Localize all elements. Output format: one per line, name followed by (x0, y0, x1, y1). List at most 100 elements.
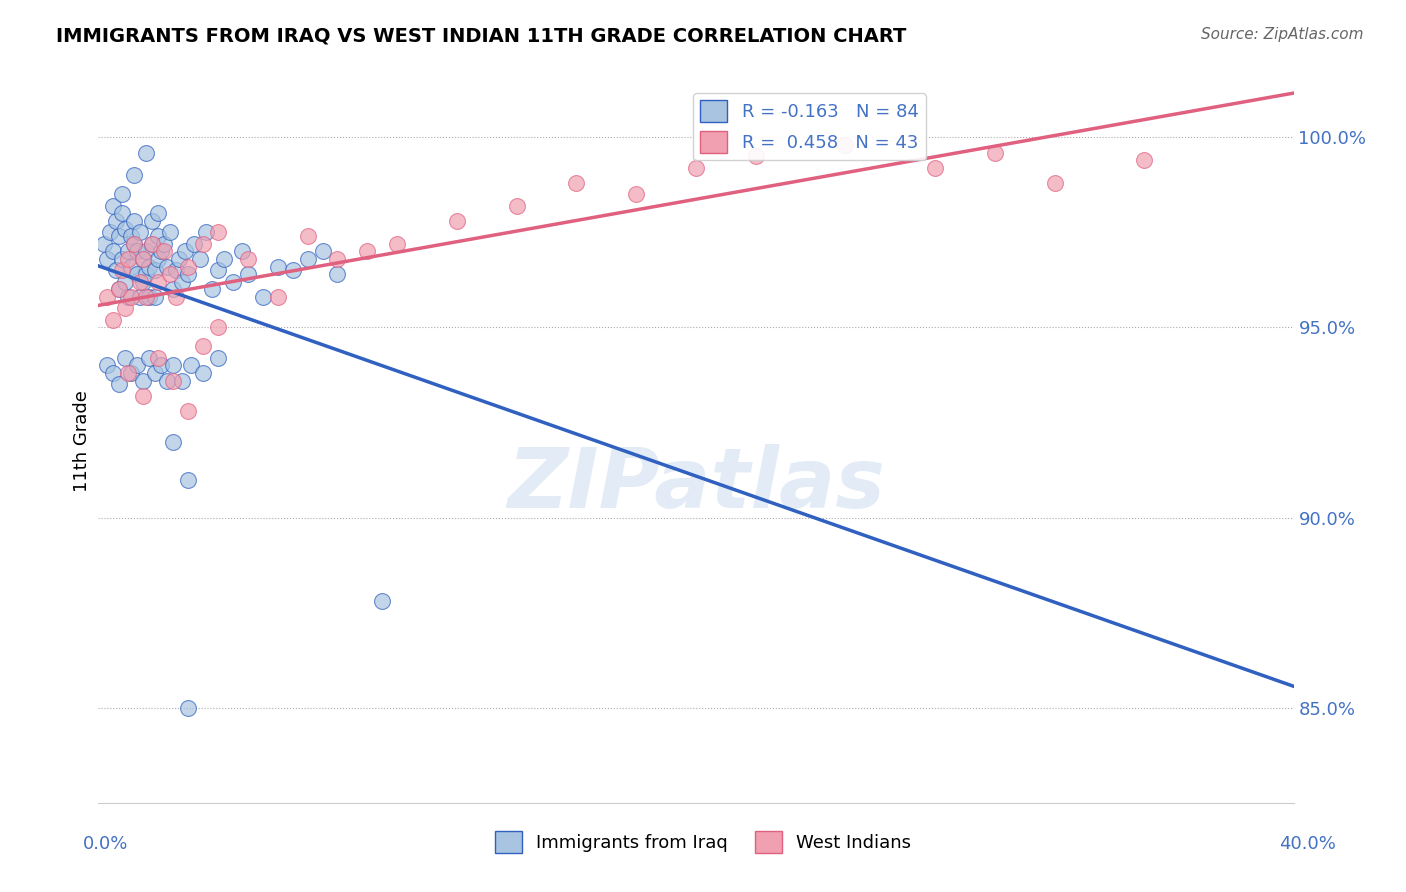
Point (159, 267, 181, 281)
Point (93, 236, 115, 251)
Point (141, 214, 163, 228)
Point (124, 236, 146, 251)
Point (212, 252, 235, 266)
Point (143, 290, 166, 304)
Point (685, 161, 707, 175)
Point (153, 244, 176, 259)
Point (111, 187, 134, 202)
Point (297, 229, 319, 244)
Point (385, 236, 409, 251)
Point (297, 252, 319, 266)
Text: Source: ZipAtlas.com: Source: ZipAtlas.com (1201, 27, 1364, 42)
Point (267, 260, 290, 274)
Point (207, 351, 229, 365)
Point (124, 214, 146, 228)
Point (172, 275, 194, 289)
Point (111, 252, 134, 266)
Point (267, 290, 290, 304)
Point (156, 374, 179, 388)
Point (138, 290, 160, 304)
Point (311, 244, 333, 259)
Point (207, 263, 229, 277)
Point (207, 226, 229, 240)
Point (108, 282, 131, 296)
Point (177, 473, 200, 487)
Point (162, 434, 184, 449)
Point (834, 137, 856, 152)
Point (96, 359, 118, 373)
Point (356, 244, 378, 259)
Point (1133, 153, 1156, 168)
Point (326, 267, 349, 281)
Point (103, 313, 125, 327)
Point (117, 366, 139, 380)
Point (162, 359, 184, 373)
Point (191, 236, 214, 251)
Point (150, 244, 173, 259)
Point (326, 252, 349, 266)
Point (162, 282, 184, 296)
Point (111, 263, 134, 277)
Point (111, 206, 134, 220)
Point (236, 252, 259, 266)
Point (105, 214, 128, 228)
Point (127, 267, 149, 281)
Point (132, 275, 155, 289)
Point (188, 252, 211, 266)
Point (180, 359, 202, 373)
Point (124, 236, 146, 251)
Point (114, 221, 136, 235)
Point (103, 199, 125, 213)
Text: 40.0%: 40.0% (1279, 835, 1336, 853)
Point (446, 214, 468, 228)
Point (117, 290, 139, 304)
Point (177, 267, 200, 281)
Point (148, 275, 170, 289)
Point (114, 275, 136, 289)
Point (148, 252, 170, 266)
Point (132, 374, 155, 388)
Point (201, 282, 224, 296)
Point (162, 374, 184, 388)
Point (135, 145, 157, 160)
Point (120, 260, 142, 274)
Point (105, 263, 128, 277)
Point (108, 377, 131, 392)
Point (1043, 176, 1066, 190)
Point (165, 263, 187, 277)
Point (167, 252, 190, 266)
Point (132, 389, 155, 403)
Point (191, 366, 214, 380)
Point (745, 149, 768, 163)
Point (127, 359, 149, 373)
Point (120, 229, 142, 244)
Point (127, 244, 149, 259)
Point (191, 339, 214, 353)
Point (117, 244, 139, 259)
Point (148, 229, 170, 244)
Point (141, 236, 163, 251)
Point (135, 290, 157, 304)
Point (177, 404, 200, 418)
Point (96, 290, 118, 304)
Point (565, 176, 588, 190)
Point (117, 252, 139, 266)
Point (236, 267, 259, 281)
Point (138, 351, 160, 365)
Y-axis label: 11th Grade: 11th Grade (73, 391, 91, 492)
Point (143, 263, 166, 277)
Point (141, 236, 163, 251)
Point (148, 206, 170, 220)
Point (165, 290, 187, 304)
Point (174, 244, 197, 259)
Text: IMMIGRANTS FROM IRAQ VS WEST INDIAN 11TH GRADE CORRELATION CHART: IMMIGRANTS FROM IRAQ VS WEST INDIAN 11TH… (56, 27, 907, 45)
Point (103, 244, 125, 259)
Point (506, 199, 529, 213)
Point (135, 267, 157, 281)
Point (124, 169, 146, 183)
Point (103, 366, 125, 380)
Point (108, 229, 131, 244)
Legend: Immigrants from Iraq, West Indians: Immigrants from Iraq, West Indians (488, 824, 918, 861)
Point (129, 275, 152, 289)
Point (143, 366, 166, 380)
